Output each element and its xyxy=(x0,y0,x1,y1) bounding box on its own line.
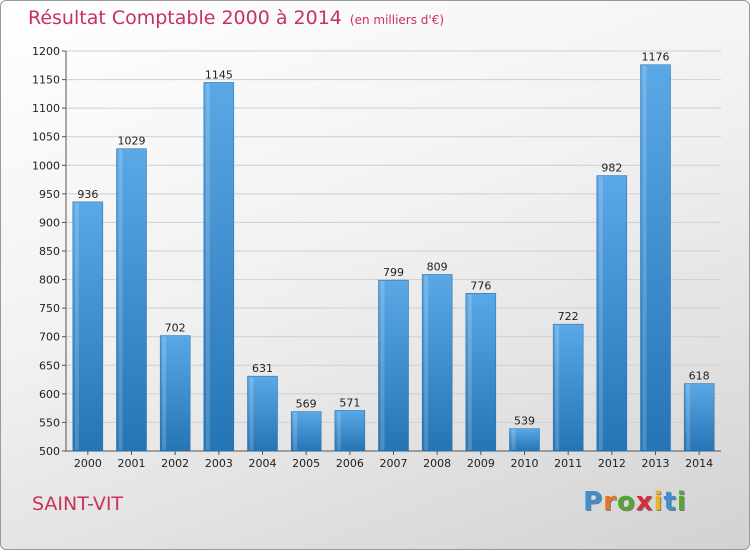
bar-highlight xyxy=(74,202,79,450)
y-tick-label: 650 xyxy=(39,359,60,372)
bar xyxy=(552,323,584,452)
y-tick-label: 1100 xyxy=(32,102,60,115)
bar xyxy=(247,375,278,452)
data-label: 722 xyxy=(558,310,579,323)
data-label: 799 xyxy=(383,266,404,279)
data-label: 809 xyxy=(427,260,448,273)
bars xyxy=(72,64,715,452)
data-label: 631 xyxy=(252,362,273,375)
y-tick-label: 850 xyxy=(39,245,60,258)
title-text: Résultat Comptable 2000 à 2014 xyxy=(28,7,342,29)
x-tick-label: 2012 xyxy=(598,457,626,470)
bar-highlight xyxy=(293,412,298,450)
bar-highlight xyxy=(162,336,167,450)
data-label: 1176 xyxy=(642,51,670,64)
bar xyxy=(596,175,628,452)
y-tick-label: 800 xyxy=(39,274,60,287)
bar xyxy=(159,335,191,452)
bar-highlight xyxy=(467,294,472,450)
x-tick-label: 2007 xyxy=(380,457,408,470)
bar-highlight xyxy=(424,275,429,450)
data-label: 1145 xyxy=(205,68,233,81)
y-tick-label: 1200 xyxy=(32,45,60,58)
bar xyxy=(640,64,671,452)
labels: 500 550 600 650 700 750 800 850 900 950 1000 1050 11… xyxy=(32,45,713,470)
bar-highlight xyxy=(205,83,210,450)
x-tick-label: 2003 xyxy=(205,457,233,470)
bar xyxy=(378,279,409,452)
bar-highlight xyxy=(642,65,647,450)
logo-letter: x xyxy=(635,487,654,517)
y-tick-label: 700 xyxy=(39,331,60,344)
bar xyxy=(290,411,322,452)
data-label: 569 xyxy=(296,398,317,411)
y-tick-label: 1150 xyxy=(32,74,60,87)
y-tick-label: 600 xyxy=(39,388,60,401)
logo-letter: r xyxy=(603,487,617,517)
bar xyxy=(509,428,540,452)
bar-highlight xyxy=(249,377,254,450)
bar xyxy=(116,148,147,452)
x-tick-label: 2000 xyxy=(74,457,102,470)
bar xyxy=(683,383,715,452)
y-tick-label: 500 xyxy=(39,445,60,458)
data-label: 982 xyxy=(601,162,622,175)
data-label: 936 xyxy=(77,188,98,201)
chart-subtitle: (en milliers d'€) xyxy=(349,13,445,27)
x-tick-label: 2001 xyxy=(118,457,146,470)
data-label: 1029 xyxy=(118,135,146,148)
bar xyxy=(421,274,453,452)
bar-highlight xyxy=(598,176,603,451)
x-tick-label: 2006 xyxy=(336,457,364,470)
y-tick-label: 1050 xyxy=(32,131,60,144)
y-tick-label: 1000 xyxy=(32,159,60,172)
logo-letter: i xyxy=(653,487,664,517)
bar-highlight xyxy=(118,149,123,450)
bar xyxy=(334,410,366,452)
x-tick-label: 2002 xyxy=(161,457,189,470)
chart-title: Résultat Comptable 2000 à 2014 (en millie… xyxy=(28,7,444,29)
y-tick-label: 750 xyxy=(39,302,60,315)
x-tick-label: 2014 xyxy=(685,457,713,470)
data-label: 702 xyxy=(165,322,186,335)
x-tick-label: 2004 xyxy=(249,457,277,470)
town-name: SAINT-VIT xyxy=(32,493,124,515)
data-label: 571 xyxy=(339,396,360,409)
y-tick-label: 900 xyxy=(39,216,60,229)
logo-letter: i xyxy=(676,487,687,517)
bar-highlight xyxy=(380,281,385,450)
x-tick-label: 2013 xyxy=(642,457,670,470)
data-label: 776 xyxy=(470,279,491,292)
data-label: 618 xyxy=(689,370,710,383)
bar-highlight xyxy=(336,411,341,450)
bar xyxy=(72,201,104,452)
bar xyxy=(203,82,235,452)
x-tick-label: 2005 xyxy=(292,457,320,470)
bar-highlight xyxy=(686,384,691,450)
proxiti-logo: Proxiti xyxy=(583,487,687,517)
logo-letter: P xyxy=(583,487,604,517)
logo-letter: t xyxy=(663,487,677,517)
data-label: 539 xyxy=(514,415,535,428)
x-tick-label: 2011 xyxy=(554,457,582,470)
logo-letter: o xyxy=(616,487,636,517)
x-tick-label: 2008 xyxy=(423,457,451,470)
bar-highlight xyxy=(555,325,560,450)
x-tick-label: 2009 xyxy=(467,457,495,470)
x-tick-label: 2010 xyxy=(511,457,539,470)
bar xyxy=(465,293,497,452)
y-tick-label: 550 xyxy=(39,416,60,429)
bar-highlight xyxy=(511,429,516,450)
y-tick-label: 950 xyxy=(39,188,60,201)
